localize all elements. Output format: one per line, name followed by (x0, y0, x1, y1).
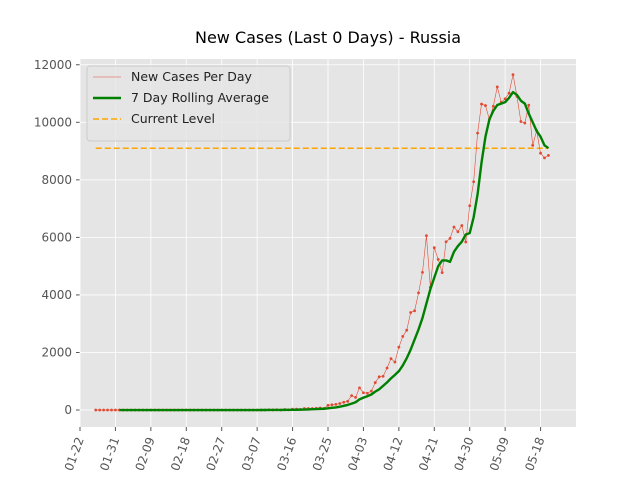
x-tick-label: 02-18 (168, 435, 193, 473)
data-point (503, 97, 507, 101)
y-tick-label: 2000 (41, 345, 72, 359)
x-tick-label: 04-12 (381, 435, 406, 473)
data-point (358, 386, 361, 390)
data-point (365, 391, 369, 395)
data-point (381, 374, 385, 378)
data-point (452, 225, 456, 229)
data-point (417, 291, 420, 295)
data-point (436, 257, 440, 261)
data-point (539, 151, 542, 155)
data-point (507, 91, 511, 95)
legend-label: 7 Day Rolling Average (131, 90, 269, 105)
x-tick-label: 03-16 (274, 435, 299, 473)
data-point (527, 103, 531, 107)
data-point (377, 375, 381, 379)
data-point (114, 408, 117, 412)
data-point (110, 408, 113, 412)
data-point (98, 408, 102, 412)
data-point (397, 345, 401, 349)
legend-label: New Cases Per Day (131, 69, 252, 84)
x-tick-label: 03-07 (239, 435, 264, 473)
x-tick-label: 04-30 (451, 435, 476, 473)
x-tick-label: 03-25 (310, 435, 335, 473)
data-point (491, 104, 495, 108)
data-point (464, 240, 468, 244)
data-point (393, 360, 397, 364)
data-point (346, 399, 350, 403)
data-point (401, 335, 405, 338)
data-point (456, 230, 460, 234)
y-tick-label: 6000 (41, 230, 72, 244)
data-point (476, 131, 479, 135)
data-point (102, 408, 106, 412)
data-point (330, 403, 334, 407)
data-point (413, 309, 417, 313)
x-tick-label: 01-22 (62, 435, 87, 473)
x-tick-label: 04-03 (345, 435, 370, 473)
data-point (350, 394, 354, 398)
data-point (484, 104, 487, 107)
chart-title: New Cases (Last 0 Days) - Russia (195, 28, 461, 47)
x-tick-label: 04-21 (416, 435, 441, 473)
series-line (119, 90, 550, 412)
data-point (421, 270, 424, 274)
x-tick-label: 01-31 (97, 435, 122, 473)
data-point (425, 234, 428, 238)
data-point (354, 395, 357, 399)
data-point (547, 154, 550, 157)
legend: New Cases Per Day 7 Day Rolling Average Cu… (86, 65, 291, 142)
x-tick-label: 05-09 (487, 435, 512, 473)
data-point (362, 391, 365, 395)
data-point (369, 389, 373, 393)
y-tick-label: 4000 (41, 288, 72, 302)
data-point (326, 403, 330, 407)
data-point (531, 143, 535, 147)
x-tick-label: 02-27 (203, 435, 228, 473)
data-point (444, 240, 448, 244)
data-point (409, 311, 413, 314)
data-point (543, 156, 546, 160)
y-tick-label: 8000 (41, 173, 72, 187)
legend-box (86, 65, 291, 142)
data-point (334, 402, 338, 406)
data-point (480, 102, 483, 106)
data-point (405, 328, 409, 332)
data-point (338, 402, 342, 405)
y-tick-label: 0 (64, 403, 72, 417)
data-point (460, 224, 464, 227)
x-tick-label: 02-09 (133, 435, 158, 473)
data-point (342, 400, 346, 404)
data-point (385, 366, 389, 370)
data-point (432, 246, 436, 250)
data-point (373, 381, 377, 384)
data-point (389, 357, 393, 361)
data-point (523, 121, 527, 125)
data-point (519, 120, 523, 123)
data-point (106, 408, 109, 412)
data-point (440, 271, 444, 275)
legend-label: Current Level (131, 111, 215, 126)
y-tick-label: 10000 (34, 115, 72, 129)
x-tick-label: 05-18 (522, 435, 547, 473)
data-point (94, 408, 98, 412)
data-point (472, 180, 476, 184)
data-point (511, 73, 515, 77)
data-point (468, 204, 472, 208)
data-point (448, 236, 452, 240)
y-tick-label: 12000 (34, 58, 72, 72)
data-point (495, 85, 499, 89)
